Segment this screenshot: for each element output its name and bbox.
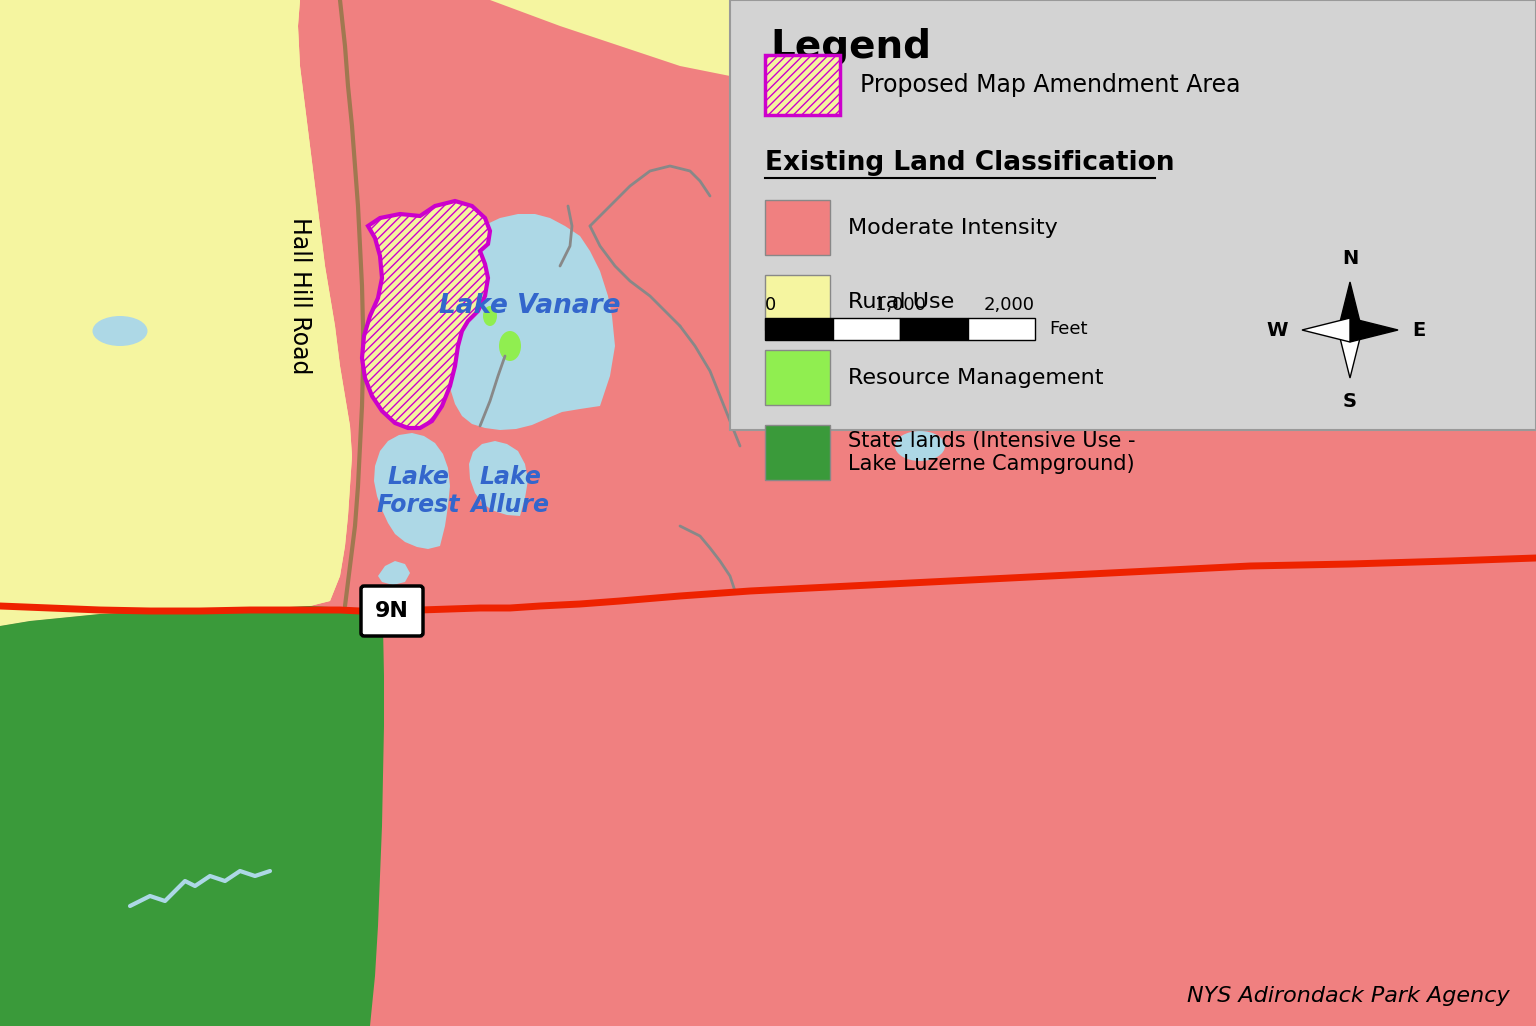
Text: 0: 0	[765, 295, 776, 314]
Bar	[833, 318, 900, 340]
Polygon shape	[1338, 282, 1362, 330]
Polygon shape	[1303, 318, 1350, 342]
Text: Rural Use: Rural Use	[848, 292, 954, 313]
Text: Hall Hill Road: Hall Hill Road	[289, 218, 312, 374]
Polygon shape	[362, 201, 490, 428]
Polygon shape	[1338, 330, 1362, 378]
Bar	[765, 318, 833, 340]
Text: State lands (Intensive Use -
Lake Luzerne Campground): State lands (Intensive Use - Lake Luzern…	[848, 431, 1135, 474]
Polygon shape	[378, 561, 410, 585]
Text: Resource Management: Resource Management	[848, 367, 1103, 388]
Polygon shape	[468, 441, 528, 516]
Text: Lake Vanare: Lake Vanare	[439, 293, 621, 319]
Ellipse shape	[482, 306, 498, 326]
Ellipse shape	[92, 316, 147, 346]
FancyBboxPatch shape	[361, 586, 422, 636]
Bar	[765, 55, 840, 115]
Text: W: W	[1267, 320, 1289, 340]
Bar	[765, 350, 829, 405]
Bar	[765, 200, 829, 255]
Polygon shape	[1350, 318, 1398, 342]
Text: E: E	[1412, 320, 1425, 340]
Bar	[968, 318, 1035, 340]
Text: NYS Adirondack Park Agency: NYS Adirondack Park Agency	[1187, 986, 1510, 1007]
Bar	[730, 0, 1536, 430]
Text: 9N: 9N	[375, 601, 409, 621]
Text: Feet: Feet	[1049, 320, 1087, 338]
Ellipse shape	[499, 331, 521, 361]
Text: Legend: Legend	[770, 28, 931, 66]
Text: S: S	[1342, 392, 1356, 411]
Bar	[900, 318, 968, 340]
Polygon shape	[449, 214, 614, 430]
Text: Moderate Intensity: Moderate Intensity	[848, 218, 1058, 237]
Ellipse shape	[895, 431, 945, 461]
Polygon shape	[0, 0, 352, 626]
Text: Existing Land Classification: Existing Land Classification	[765, 150, 1175, 176]
Text: Lake
Forest: Lake Forest	[376, 465, 459, 517]
Bar	[765, 275, 829, 330]
Text: 1,000: 1,000	[874, 295, 925, 314]
Text: Lake
Allure: Lake Allure	[470, 465, 550, 517]
Polygon shape	[0, 606, 384, 1026]
Text: N: N	[1342, 249, 1358, 268]
Bar	[765, 425, 829, 480]
Text: Proposed Map Amendment Area: Proposed Map Amendment Area	[860, 73, 1241, 97]
Bar	[765, 55, 840, 115]
Polygon shape	[373, 433, 450, 549]
Text: 2,000: 2,000	[985, 295, 1035, 314]
